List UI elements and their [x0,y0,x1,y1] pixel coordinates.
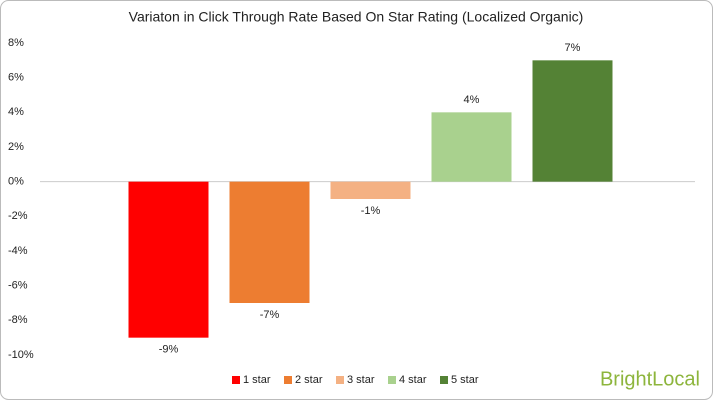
bar [229,181,310,303]
value-label: 7% [565,42,581,54]
legend-swatch [336,376,344,384]
value-label: 4% [464,94,480,106]
legend-label: 4 star [399,374,427,386]
y-tick-label: 4% [8,106,24,118]
bar [128,181,209,338]
watermark: BrightLocal [600,368,700,390]
legend-label: 3 star [347,374,375,386]
legend-swatch [284,376,292,384]
y-tick-label: 8% [8,37,24,49]
y-tick-label: -8% [8,314,28,326]
y-tick-label: -2% [8,210,28,222]
y-tick-label: 2% [8,141,24,153]
y-tick-label: -10% [8,349,34,361]
value-label: -7% [260,309,280,321]
legend-swatch [440,376,448,384]
legend-label: 1 star [243,374,271,386]
y-tick-label: 0% [8,176,24,188]
value-label: -1% [361,205,381,217]
y-tick-label: -6% [8,280,28,292]
value-label: -9% [159,344,179,356]
legend-swatch [388,376,396,384]
y-tick-label: -4% [8,245,28,257]
bar [330,181,411,199]
legend-swatch [232,376,240,384]
y-tick-label: 6% [8,72,24,84]
bar [532,60,613,182]
legend-label: 5 star [451,374,479,386]
bar [431,112,512,182]
chart-title: Variaton in Click Through Rate Based On … [129,9,584,25]
legend-label: 2 star [295,374,323,386]
